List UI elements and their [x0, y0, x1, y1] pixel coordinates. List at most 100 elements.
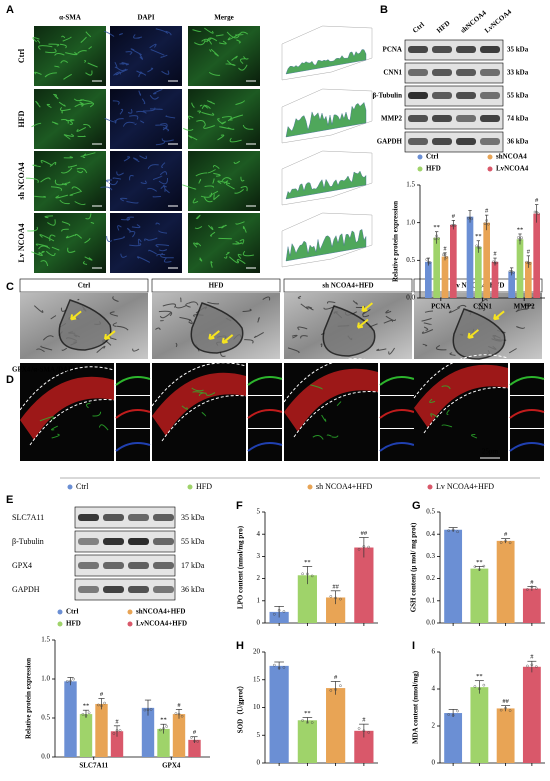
channel-signal — [379, 442, 415, 452]
significance: # — [362, 717, 366, 724]
blot-band — [103, 514, 124, 521]
bar — [188, 739, 201, 757]
blot-band — [408, 115, 428, 122]
blot-strip — [404, 62, 504, 84]
channel-signal — [379, 376, 415, 386]
bar — [64, 681, 77, 757]
significance: ## — [502, 698, 509, 705]
column-label: Merge — [214, 14, 233, 22]
significance: # — [443, 245, 447, 252]
bar — [491, 261, 499, 298]
bar — [326, 688, 346, 763]
replicate-dot — [177, 712, 181, 716]
micrograph — [188, 89, 260, 149]
vessel-outline — [19, 366, 115, 446]
replicate-dot — [357, 727, 361, 730]
channel-signal — [247, 442, 283, 452]
bar — [475, 246, 482, 298]
replicate-dot — [306, 572, 309, 576]
blot-strip — [74, 530, 176, 553]
y-tick-label: 0 — [432, 759, 436, 767]
significance: # — [193, 729, 197, 736]
blot-band — [408, 69, 428, 76]
blot-band — [78, 514, 99, 521]
blot-band — [432, 92, 452, 99]
x-tick-label: SLC7A11 — [79, 762, 108, 770]
y-tick-label: 5 — [257, 508, 261, 516]
stain-label: /DAPI — [55, 366, 75, 374]
blot-band — [408, 138, 428, 145]
replicate-dot — [425, 258, 428, 261]
replicate-dot — [443, 253, 447, 256]
micrograph — [110, 151, 182, 211]
blot-strip — [404, 108, 504, 130]
y-tick-label: 1.0 — [406, 218, 415, 226]
channel-signal — [379, 409, 415, 419]
replicate-dot — [487, 222, 490, 226]
blot-band — [408, 46, 428, 53]
y-tick-label: 1.5 — [41, 636, 50, 644]
y-tick-label: 0.0 — [426, 619, 435, 627]
replicate-dot — [499, 708, 503, 712]
y-tick-label: 0.2 — [426, 574, 435, 582]
tissue-texture — [192, 27, 249, 76]
replicate-dot — [282, 666, 286, 669]
tissue-texture — [27, 213, 95, 267]
replicate-dot — [530, 663, 534, 667]
nucleus — [452, 308, 506, 360]
channel-signal — [509, 409, 545, 419]
legend-marker — [57, 621, 63, 627]
channel-image — [248, 396, 282, 428]
blot-band — [480, 138, 500, 145]
blot-strip — [74, 578, 176, 601]
legend-marker — [67, 484, 73, 490]
protein-label: GPX4 — [12, 561, 32, 570]
arrow — [208, 330, 220, 340]
protein-label: β-Tubulin — [12, 537, 44, 546]
blot-band — [103, 538, 124, 545]
significance: # — [100, 691, 104, 698]
lane-label: HFD — [435, 19, 451, 35]
bar — [425, 261, 432, 298]
label-box — [151, 278, 281, 293]
micrograph — [188, 151, 260, 211]
bar — [297, 575, 317, 623]
replicate-dot — [162, 727, 165, 730]
tissue-texture — [193, 214, 254, 268]
channel-signal — [115, 409, 151, 419]
y-tick-label: 0.0 — [406, 294, 415, 302]
replicate-dot — [504, 539, 507, 543]
legend-label: Ctrl — [426, 153, 438, 161]
blot-band — [456, 92, 476, 99]
bar — [433, 237, 440, 298]
blot-band — [78, 538, 99, 545]
blot-band — [128, 514, 149, 521]
replicate-dot — [528, 262, 532, 265]
scale-label: 25μm — [482, 448, 499, 456]
tissue-texture — [182, 160, 248, 204]
nucleus — [58, 299, 112, 351]
tissue-texture — [25, 152, 96, 206]
tissue-texture — [39, 402, 109, 439]
arrow — [493, 310, 505, 321]
legend-marker — [127, 609, 133, 615]
replicate-dot — [427, 260, 430, 264]
replicate-dot — [196, 740, 199, 743]
lane-label: Ctrl — [411, 21, 426, 35]
replicate-dot — [499, 541, 503, 544]
significance: ## — [361, 530, 368, 537]
significance: # — [530, 654, 534, 661]
vessel-wall — [284, 368, 378, 432]
bar — [525, 261, 532, 298]
panel-letter: F — [236, 500, 243, 512]
replicate-dot — [517, 236, 520, 239]
channel-image — [380, 363, 414, 395]
surface — [285, 49, 367, 75]
replicate-dot — [362, 545, 366, 548]
replicate-dot — [103, 701, 106, 705]
legend-label: Ctrl — [66, 608, 78, 616]
y-tick-label: 10 — [253, 703, 261, 711]
replicate-dot — [520, 236, 523, 240]
label-box — [283, 278, 413, 293]
bar — [354, 547, 374, 623]
